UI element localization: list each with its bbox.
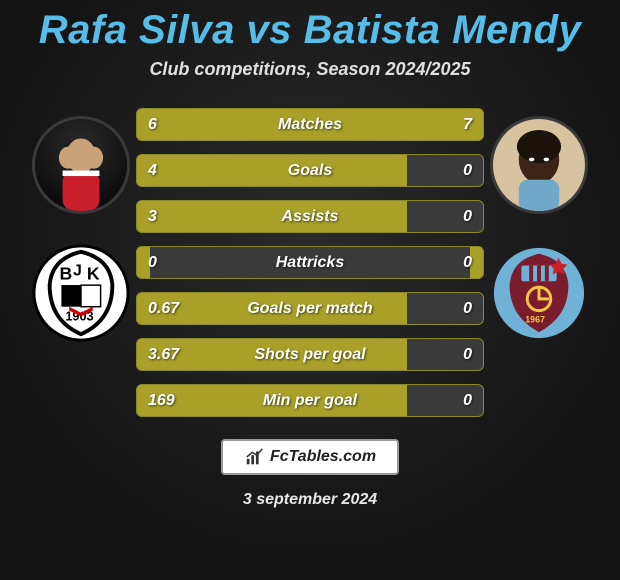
stat-value-right: 7: [420, 116, 484, 134]
stat-value-left: 3: [136, 208, 200, 226]
stat-value-left: 0: [136, 254, 200, 272]
stat-label: Shots per goal: [200, 346, 420, 364]
svg-text:1967: 1967: [525, 314, 545, 324]
stat-label: Goals per match: [200, 300, 420, 318]
stat-value-right: 0: [420, 254, 484, 272]
stat-row: 0.67Goals per match0: [136, 292, 484, 325]
svg-text:B: B: [59, 263, 72, 283]
stat-value-left: 0.67: [136, 300, 200, 318]
left-player-avatar: [32, 116, 130, 214]
date-text: 3 september 2024: [243, 491, 377, 509]
stat-value-left: 6: [136, 116, 200, 134]
stat-label: Assists: [200, 208, 420, 226]
stat-value-left: 4: [136, 162, 200, 180]
stat-label: Matches: [200, 116, 420, 134]
left-club-badge: B J K 1903: [32, 244, 130, 342]
svg-text:K: K: [87, 263, 100, 283]
stat-bars: 6Matches74Goals03Assists00Hattricks00.67…: [136, 108, 484, 417]
stat-value-left: 169: [136, 392, 200, 410]
stat-row: 169Min per goal0: [136, 384, 484, 417]
right-player-column: 1967: [484, 108, 594, 342]
chart-icon: [244, 446, 266, 468]
stat-row: 4Goals0: [136, 154, 484, 187]
stat-row: 6Matches7: [136, 108, 484, 141]
stat-value-right: 0: [420, 208, 484, 226]
stat-value-right: 0: [420, 392, 484, 410]
stat-row: 0Hattricks0: [136, 246, 484, 279]
right-club-badge: 1967: [490, 244, 588, 342]
svg-text:J: J: [73, 262, 82, 279]
stat-row: 3Assists0: [136, 200, 484, 233]
stat-row: 3.67Shots per goal0: [136, 338, 484, 371]
comparison-panel: B J K 1903 6Matches74Goals03Assists00Hat…: [0, 108, 620, 417]
stat-value-right: 0: [420, 162, 484, 180]
stat-label: Hattricks: [200, 254, 420, 272]
right-player-avatar: [490, 116, 588, 214]
stat-label: Goals: [200, 162, 420, 180]
left-player-column: B J K 1903: [26, 108, 136, 342]
brand-text: FcTables.com: [270, 448, 376, 466]
stat-value-right: 0: [420, 346, 484, 364]
brand-badge: FcTables.com: [221, 439, 399, 475]
page-title: Rafa Silva vs Batista Mendy: [39, 8, 582, 53]
stat-label: Min per goal: [200, 392, 420, 410]
subtitle: Club competitions, Season 2024/2025: [149, 59, 470, 80]
stat-value-left: 3.67: [136, 346, 200, 364]
stat-value-right: 0: [420, 300, 484, 318]
